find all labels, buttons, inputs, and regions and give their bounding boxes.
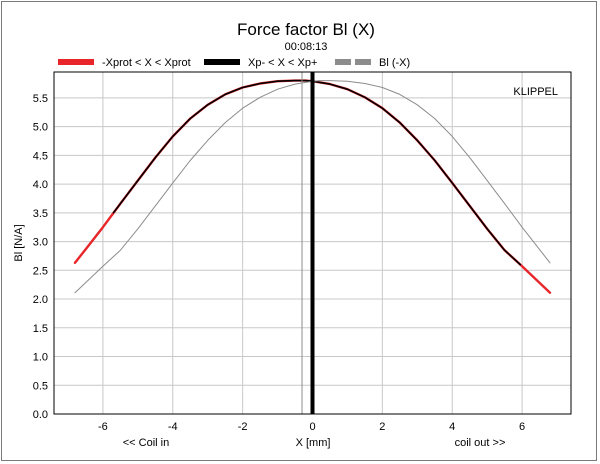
x-axis-label: X [mm] bbox=[296, 437, 331, 449]
series-line-3 bbox=[74, 80, 551, 294]
legend: -Xprot < X < Xprot Xp- < X < Xp+ Bl (-X) bbox=[58, 57, 410, 69]
x-tick-label: -6 bbox=[98, 421, 108, 433]
y-tick-label: 1.5 bbox=[33, 323, 48, 335]
y-axis-label: Bl [N/A] bbox=[13, 224, 25, 261]
x-tick-label: 4 bbox=[449, 421, 455, 433]
x-axis-left-note: << Coil in bbox=[123, 437, 169, 449]
series-line-2 bbox=[112, 79, 522, 266]
chart-title: Force factor Bl (X) bbox=[237, 20, 375, 39]
y-tick-label: 3.5 bbox=[33, 208, 48, 220]
y-tick-label: 0.0 bbox=[33, 409, 48, 421]
brand-label: KLIPPEL bbox=[513, 86, 558, 98]
x-tick-label: 0 bbox=[309, 421, 315, 433]
y-tick-label: 4.5 bbox=[33, 150, 48, 162]
x-tick-label: -4 bbox=[168, 421, 178, 433]
y-tick-label: 2.5 bbox=[33, 265, 48, 277]
y-tick-label: 2.0 bbox=[33, 294, 48, 306]
chart-subtitle: 00:08:13 bbox=[285, 41, 328, 53]
y-tick-label: 3.0 bbox=[33, 237, 48, 249]
legend-label-2: Xp- < X < Xp+ bbox=[248, 57, 317, 69]
x-tick-label: 6 bbox=[519, 421, 525, 433]
legend-label-3: Bl (-X) bbox=[379, 57, 410, 69]
y-tick-label: 5.5 bbox=[33, 93, 48, 105]
y-tick-label: 5.0 bbox=[33, 122, 48, 134]
legend-label-1: -Xprot < X < Xprot bbox=[102, 57, 191, 69]
y-tick-label: 0.5 bbox=[33, 380, 48, 392]
x-tick-label: 2 bbox=[379, 421, 385, 433]
y-tick-label: 4.0 bbox=[33, 179, 48, 191]
plot-area: -6 -4 -2 0 2 4 6 0.0 0.5 1.0 1.5 2.0 2.5 3.0 3.5 4.0 4.5… bbox=[33, 71, 572, 433]
x-tick-label: -2 bbox=[238, 421, 248, 433]
y-tick-label: 1.0 bbox=[33, 352, 48, 364]
x-axis-right-note: coil out >> bbox=[455, 437, 506, 449]
plot-border bbox=[53, 71, 572, 415]
